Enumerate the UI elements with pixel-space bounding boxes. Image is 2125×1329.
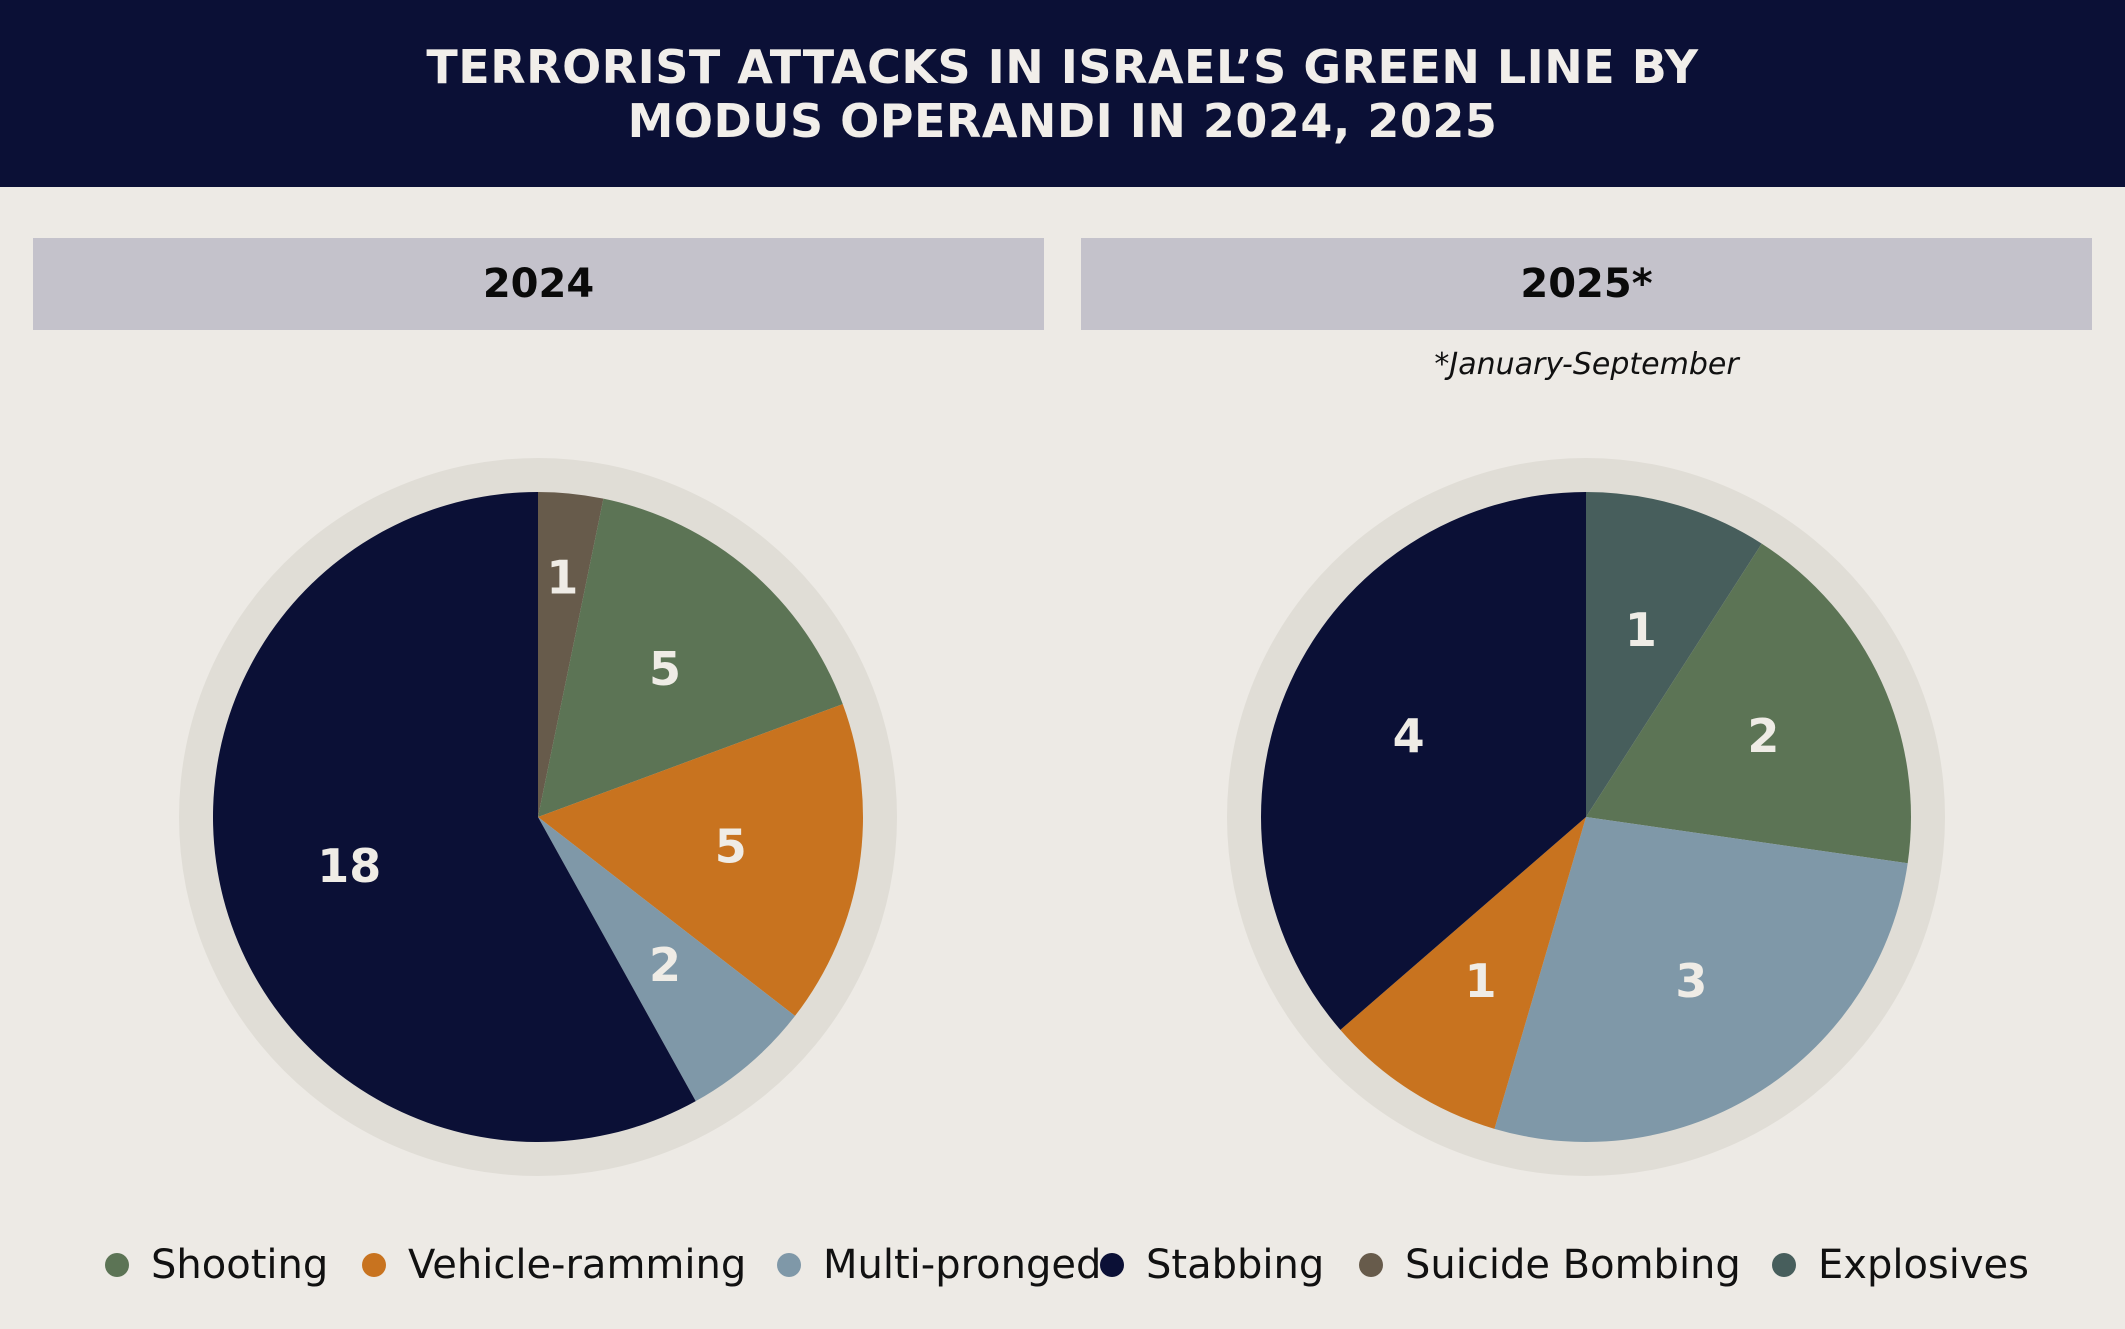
legend-label: Multi-pronged xyxy=(823,1242,1102,1288)
pie-slice-multi-pronged xyxy=(1494,817,1908,1142)
legend-item-multi-pronged: Multi-pronged xyxy=(777,1235,1101,1295)
pie-slice-shooting xyxy=(1586,543,1911,864)
data-label-stabbing: 4 xyxy=(1393,709,1425,763)
legend-label: Suicide Bombing xyxy=(1405,1242,1741,1288)
pie-slice-vehicle-ramming xyxy=(1340,817,1586,1129)
chart-title: TERRORIST ATTACKS IN ISRAEL’S GREEN LINE… xyxy=(426,40,1698,148)
panel-header-2024: 2024 xyxy=(33,238,1044,330)
legend-swatch-icon xyxy=(1772,1253,1796,1277)
legend-item-vehicle-ramming: Vehicle-ramming xyxy=(362,1235,746,1295)
data-label-shooting: 2 xyxy=(1747,709,1779,763)
legend-label: Shooting xyxy=(151,1242,329,1288)
pie-2025-: 1 2 3 1 4 xyxy=(1227,458,1945,1176)
data-label-multi-pronged: 2 xyxy=(649,938,681,992)
pie-slice-stabbing xyxy=(212,492,696,1142)
pie-slice-explosives xyxy=(1586,492,1762,817)
legend: Shooting Vehicle-ramming Multi-pronged Stab… xyxy=(0,1235,2125,1295)
pie-slice-multi-pronged xyxy=(538,817,796,1102)
legend-swatch-icon xyxy=(105,1253,129,1277)
legend-item-stabbing: Stabbing xyxy=(1100,1235,1324,1295)
title-line-2: MODUS OPERANDI IN 2024, 2025 xyxy=(627,93,1498,148)
data-label-multi-pronged: 3 xyxy=(1675,954,1707,1008)
data-label-stabbing: 18 xyxy=(317,839,381,893)
header-banner: TERRORIST ATTACKS IN ISRAEL’S GREEN LINE… xyxy=(0,0,2125,187)
data-label-vehicle-ramming: 1 xyxy=(1465,954,1497,1008)
footnote-2025: *January-September xyxy=(1434,347,1739,382)
pie-slice-stabbing xyxy=(1261,492,1586,1030)
data-label-shooting: 5 xyxy=(649,642,681,696)
legend-swatch-icon xyxy=(1100,1253,1124,1277)
legend-swatch-icon xyxy=(1359,1253,1383,1277)
pie-slice-vehicle-ramming xyxy=(538,704,864,1016)
pie-slice-suicide-bombing xyxy=(538,492,604,817)
data-label-suicide-bombing: 1 xyxy=(546,551,578,605)
legend-label: Explosives xyxy=(1818,1242,2029,1288)
data-label-explosives: 1 xyxy=(1625,603,1657,657)
data-label-vehicle-ramming: 5 xyxy=(715,820,747,874)
legend-item-suicide-bombing: Suicide Bombing xyxy=(1359,1235,1741,1295)
pie-slice-shooting xyxy=(538,498,843,817)
legend-item-explosives: Explosives xyxy=(1772,1235,2029,1295)
legend-swatch-icon xyxy=(777,1253,801,1277)
legend-swatch-icon xyxy=(362,1253,386,1277)
legend-item-shooting: Shooting xyxy=(105,1235,328,1295)
legend-label: Stabbing xyxy=(1146,1242,1325,1288)
panel-header-2025: 2025* xyxy=(1081,238,2092,330)
pie-2024: 1 5 5 2 18 xyxy=(179,458,897,1176)
legend-label: Vehicle-ramming xyxy=(408,1242,747,1288)
title-line-1: TERRORIST ATTACKS IN ISRAEL’S GREEN LINE… xyxy=(426,39,1699,94)
